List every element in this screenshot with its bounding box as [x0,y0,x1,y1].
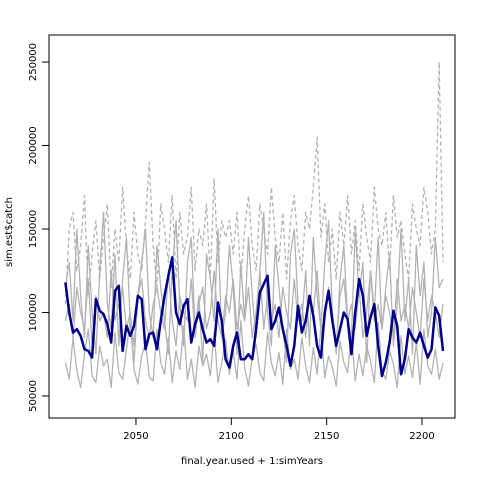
series-line [64,270,444,347]
series-line [64,211,444,364]
series-line [64,256,445,378]
y-tick-label: 150000 [28,210,39,248]
series-line [64,61,444,305]
x-tick-label: 2150 [314,431,339,442]
x-tick-label: 2200 [409,431,434,442]
y-tick-label: 100000 [28,293,39,331]
y-axis-label: sim.est$catch [4,197,15,267]
y-tick-label: 50000 [28,380,39,412]
x-tick-label: 2100 [219,431,244,442]
plot-frame [48,34,456,419]
y-tick-label: 250000 [28,43,39,81]
y-tick-label: 200000 [28,126,39,164]
x-tick-label: 2050 [123,431,148,442]
x-axis-label: final.year.used + 1:simYears [181,456,323,467]
